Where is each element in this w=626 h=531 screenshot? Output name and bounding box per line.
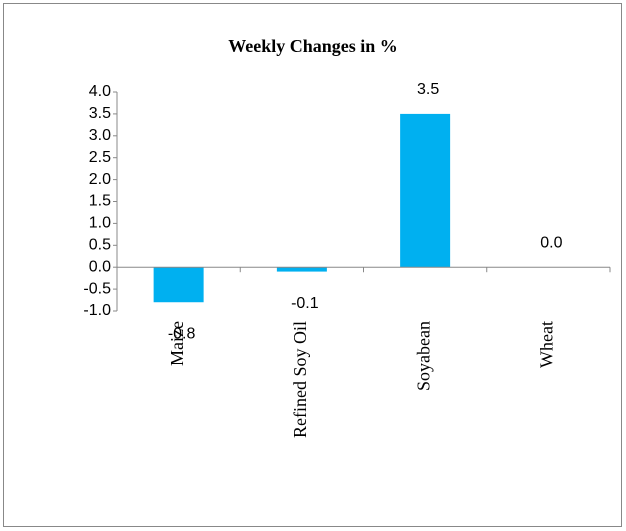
- chart-border: [3, 3, 622, 527]
- x-tick-label: Soyabean: [413, 321, 433, 391]
- y-tick-label: 3.0: [89, 127, 111, 144]
- x-tick-label: Maize: [167, 321, 187, 366]
- bar: [400, 113, 451, 268]
- y-tick-label: 2.5: [89, 149, 111, 166]
- x-tick-label: Refined Soy Oil: [290, 321, 310, 438]
- y-tick-label: -1.0: [83, 302, 111, 319]
- y-tick-label: 2.0: [89, 171, 111, 188]
- bar: [153, 267, 204, 303]
- value-label: -0.1: [291, 295, 319, 312]
- y-tick-label: -0.5: [83, 280, 111, 297]
- y-tick-label: 1.5: [89, 193, 111, 210]
- y-tick-label: 4.0: [89, 83, 111, 100]
- y-tick-label: 0.5: [89, 237, 111, 254]
- y-tick-label: 3.5: [89, 105, 111, 122]
- value-label: -0.8: [168, 325, 196, 342]
- value-label: 0.0: [540, 234, 562, 251]
- chart-title: Weekly Changes in %: [228, 36, 398, 56]
- y-tick-label: 1.0: [89, 215, 111, 232]
- value-label: 3.5: [417, 81, 439, 98]
- x-tick-label: Wheat: [537, 321, 557, 368]
- y-tick-label: 0.0: [89, 258, 111, 275]
- bar: [276, 267, 327, 272]
